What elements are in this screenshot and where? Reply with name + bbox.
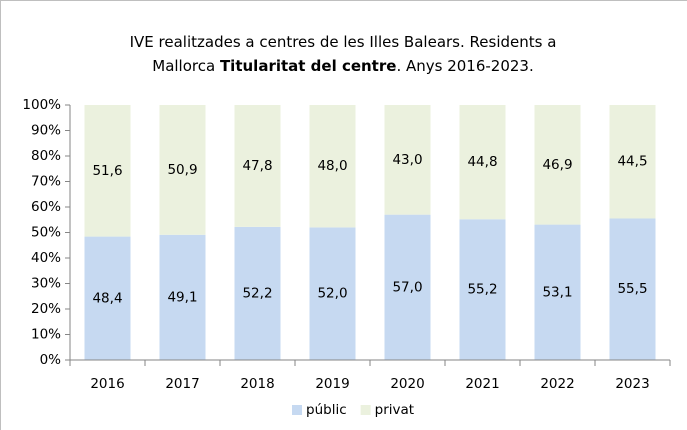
chart-title-line: IVE realitzades a centres de les Illes B… bbox=[130, 33, 557, 51]
data-label: 48,0 bbox=[317, 158, 347, 174]
data-label: 44,8 bbox=[467, 154, 497, 170]
y-tick-label: 60% bbox=[31, 199, 61, 215]
data-label: 55,2 bbox=[467, 282, 497, 298]
bar-segment bbox=[159, 105, 206, 235]
y-tick-label: 0% bbox=[40, 352, 62, 368]
bar-segment bbox=[309, 227, 356, 360]
y-tick-label: 20% bbox=[31, 301, 61, 317]
x-tick-label: 2023 bbox=[615, 376, 649, 392]
legend-swatch bbox=[360, 405, 371, 415]
bar-segment bbox=[534, 224, 581, 360]
chart-title-line: Mallorca Titularitat del centre. Anys 20… bbox=[152, 57, 533, 75]
bar-segment bbox=[609, 218, 656, 360]
data-label: 52,2 bbox=[242, 285, 272, 301]
data-label: 46,9 bbox=[542, 157, 572, 173]
x-tick-label: 2021 bbox=[465, 376, 499, 392]
bar-segment bbox=[159, 234, 206, 360]
data-label: 50,9 bbox=[167, 162, 197, 178]
y-tick-label: 90% bbox=[31, 123, 61, 139]
bar-segment bbox=[234, 226, 281, 360]
title-part: IVE realitzades a centres de les Illes B… bbox=[130, 33, 557, 51]
y-tick-label: 100% bbox=[22, 97, 61, 113]
data-label: 49,1 bbox=[167, 289, 197, 305]
x-tick-label: 2022 bbox=[540, 376, 574, 392]
bar-segment bbox=[534, 105, 581, 225]
data-label: 57,0 bbox=[392, 279, 422, 295]
data-label: 52,0 bbox=[317, 286, 347, 302]
data-label: 53,1 bbox=[542, 284, 572, 300]
bar-segment bbox=[84, 236, 131, 360]
legend-label: públic bbox=[306, 402, 347, 418]
y-tick-label: 40% bbox=[31, 250, 61, 266]
y-tick-label: 30% bbox=[31, 276, 61, 292]
data-label: 47,8 bbox=[242, 158, 272, 174]
y-tick-label: 80% bbox=[31, 148, 61, 164]
bar-segment bbox=[459, 105, 506, 220]
x-tick-label: 2019 bbox=[315, 376, 349, 392]
x-tick-label: 2020 bbox=[390, 376, 424, 392]
title-part: Mallorca bbox=[152, 57, 220, 75]
title-part: . Anys 2016-2023. bbox=[396, 57, 533, 75]
data-label: 43,0 bbox=[392, 152, 422, 168]
bar-segment bbox=[609, 105, 656, 219]
legend-swatch bbox=[292, 405, 302, 415]
data-label: 51,6 bbox=[92, 163, 122, 179]
bar-segment bbox=[459, 219, 506, 360]
bar-segment bbox=[384, 214, 431, 360]
data-label: 48,4 bbox=[92, 290, 122, 306]
x-tick-label: 2016 bbox=[90, 376, 124, 392]
data-label: 55,5 bbox=[617, 281, 647, 297]
x-tick-label: 2018 bbox=[240, 376, 274, 392]
x-tick-label: 2017 bbox=[165, 376, 199, 392]
data-label: 44,5 bbox=[617, 154, 647, 170]
bar-segment bbox=[309, 105, 356, 228]
bar-segment bbox=[84, 105, 131, 237]
y-tick-label: 70% bbox=[31, 174, 61, 190]
bar-segment bbox=[234, 105, 281, 227]
title-part: Titularitat del centre bbox=[220, 57, 396, 75]
y-tick-label: 10% bbox=[31, 327, 61, 343]
bar-segment bbox=[384, 105, 431, 215]
legend-label: privat bbox=[375, 402, 414, 418]
y-tick-label: 50% bbox=[31, 225, 61, 241]
